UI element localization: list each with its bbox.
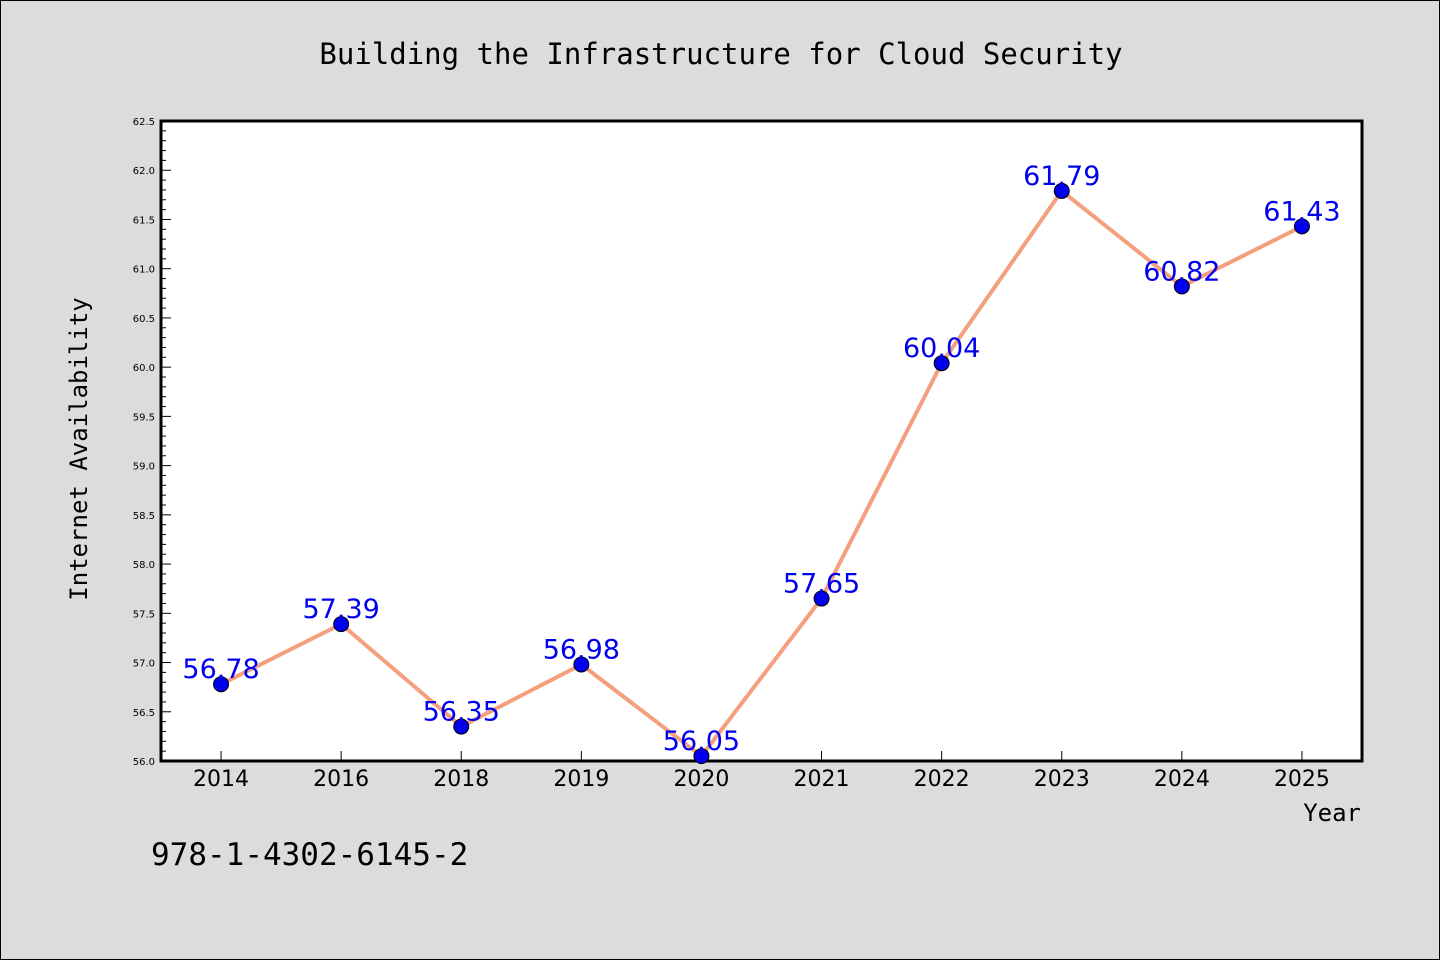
y-tick-label: 57.5 (133, 609, 155, 620)
x-axis-label: Year (1303, 799, 1361, 827)
data-label: 56.35 (423, 697, 500, 728)
x-tick-label: 2019 (553, 767, 609, 792)
y-tick-label: 58.0 (133, 560, 155, 571)
series-line (220, 188, 1303, 759)
x-tick-label: 2022 (914, 767, 970, 792)
data-point (453, 718, 470, 735)
data-point (1293, 218, 1310, 235)
data-label: 61.79 (1023, 161, 1100, 192)
chart-title: Building the Infrastructure for Cloud Se… (319, 37, 1122, 71)
x-tick-label: 2021 (794, 767, 850, 792)
y-tick-label: 62.5 (133, 117, 155, 128)
data-point (573, 656, 590, 673)
y-tick-label: 56.5 (133, 708, 155, 719)
data-label: 56.05 (663, 726, 740, 757)
data-point (213, 676, 230, 693)
data-labels: 56.78 57.39 56.35 56.98 56.05 57.65 60.04 61.79… (182, 161, 1340, 757)
x-tick-label: 2018 (433, 767, 489, 792)
y-tick-label: 58.5 (133, 511, 155, 522)
data-point (333, 616, 350, 633)
data-point (813, 590, 830, 607)
isbn-text: 978-1-4302-6145-2 (151, 837, 468, 873)
y-tick-label: 61.5 (133, 215, 155, 226)
y-tick-label: 60.0 (133, 363, 155, 374)
series-internet-availability (213, 182, 1310, 765)
data-label: 56.78 (182, 654, 259, 685)
data-point (693, 748, 710, 765)
x-tick-label: 2016 (313, 767, 369, 792)
x-tick-label: 2025 (1274, 767, 1330, 792)
data-point (1173, 278, 1190, 295)
y-tick-label: 59.5 (133, 412, 155, 423)
y-tick-label: 62.0 (133, 166, 155, 177)
data-label: 56.98 (543, 635, 620, 666)
y-axis: 56.0 56.5 57.0 57.5 58.0 58.5 59.0 59.5 60.0 60.5… (133, 117, 171, 768)
x-tick-label: 2024 (1154, 767, 1210, 792)
y-axis-label: Internet Availability (65, 297, 93, 600)
data-label: 60.04 (903, 333, 980, 364)
x-axis: 2014 2016 2018 2019 2020 2021 2022 2023 2024 2025 (193, 751, 1330, 792)
y-tick-label: 56.0 (133, 757, 155, 768)
y-tick-label: 57.0 (133, 659, 155, 670)
y-tick-label: 59.0 (133, 462, 155, 473)
data-label: 57.65 (783, 569, 860, 600)
y-tick-label: 61.0 (133, 265, 155, 276)
data-point (933, 355, 950, 372)
data-label: 61.43 (1263, 196, 1340, 227)
plot-area (159, 119, 1364, 763)
y-tick-label: 60.5 (133, 314, 155, 325)
data-label: 57.39 (303, 594, 380, 625)
data-label: 60.82 (1143, 256, 1220, 287)
data-point (1053, 182, 1070, 199)
x-tick-label: 2023 (1034, 767, 1090, 792)
x-tick-label: 2014 (193, 767, 249, 792)
x-tick-label: 2020 (673, 767, 729, 792)
